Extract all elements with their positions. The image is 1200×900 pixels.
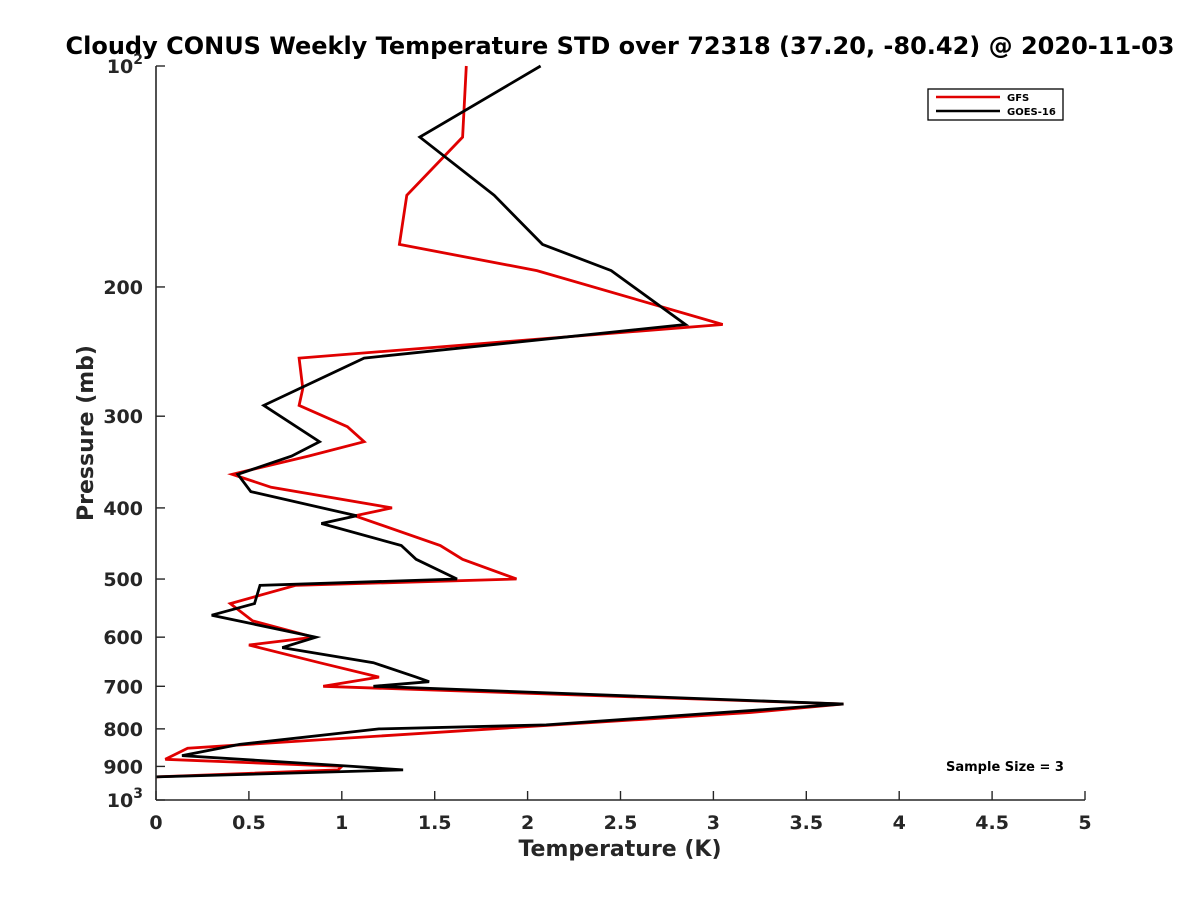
legend-box: [927, 88, 1064, 121]
legend: GFS GOES-16: [927, 88, 1064, 121]
x-tick-label: 4.5: [975, 812, 1009, 834]
x-tick-label: 3: [707, 812, 720, 834]
x-tick-label: 2.5: [604, 812, 638, 834]
y-tick-label: 200: [103, 277, 143, 299]
x-axis-ticks: 0 0.5 1 1.5 2 2.5 3 3.5 4 4.5 5: [149, 791, 1092, 834]
y-tick-label: 900: [103, 756, 143, 778]
y-tick-label: 400: [103, 498, 143, 520]
x-axis-label: Temperature (K): [518, 837, 721, 862]
y-tick-label: 700: [103, 676, 143, 698]
y-tick-label: 500: [103, 569, 143, 591]
y-tick-label: 300: [103, 406, 143, 428]
x-tick-label: 3.5: [789, 812, 823, 834]
x-tick-label: 5: [1078, 812, 1091, 834]
x-tick-label: 2: [521, 812, 534, 834]
legend-label-gfs: GFS: [1007, 93, 1029, 104]
legend-label-goes16: GOES-16: [1007, 107, 1056, 118]
y-tick-label: 600: [103, 627, 143, 649]
sample-size-annotation: Sample Size = 3: [946, 760, 1064, 775]
y-tick-label: 800: [103, 719, 143, 741]
series-line-gfs: [155, 65, 844, 779]
chart-title: Cloudy CONUS Weekly Temperature STD over…: [66, 32, 1175, 60]
y-tick-label-power: 102: [107, 52, 143, 78]
axes: [155, 66, 1085, 801]
x-tick-label: 4: [893, 812, 906, 834]
x-tick-label: 1.5: [418, 812, 452, 834]
y-tick-label-power: 103: [107, 786, 143, 812]
x-tick-label: 0.5: [232, 812, 266, 834]
y-axis-label: Pressure (mb): [74, 345, 99, 521]
y-axis-ticks: 200 300 400 500 600 700 800 900 102 103: [103, 52, 165, 812]
plot-area: [155, 64, 844, 779]
series-line-goes16: [155, 64, 844, 779]
x-tick-label: 0: [149, 812, 162, 834]
x-tick-label: 1: [335, 812, 348, 834]
